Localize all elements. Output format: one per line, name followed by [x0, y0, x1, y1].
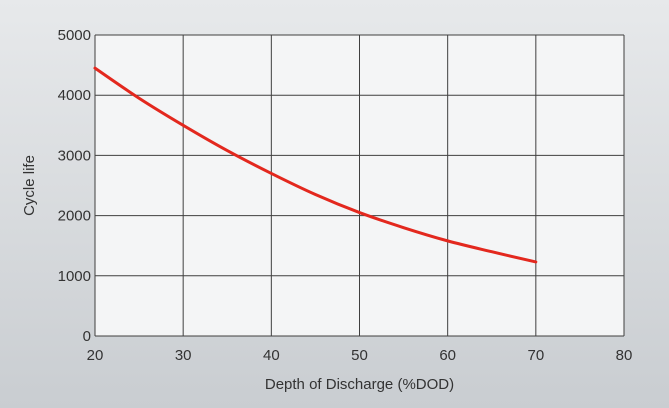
- y-axis-label: Cycle life: [21, 155, 38, 216]
- y-tick-label: 0: [83, 328, 91, 345]
- y-tick-label: 4000: [58, 87, 91, 104]
- x-tick-label: 60: [439, 347, 456, 364]
- cycle-life-series-line: [93, 66, 538, 264]
- x-tick-label: 40: [263, 347, 280, 364]
- x-tick-label: 20: [87, 347, 104, 364]
- x-tick-label: 70: [527, 347, 544, 364]
- x-tick-label: 50: [351, 347, 368, 364]
- x-axis-label: Depth of Discharge (%DOD): [265, 376, 454, 393]
- grid: [94, 34, 625, 337]
- series: [93, 66, 538, 264]
- x-tick-label: 30: [175, 347, 192, 364]
- y-tick-label: 3000: [58, 147, 91, 164]
- y-tick-label: 2000: [58, 208, 91, 225]
- x-tick-label: 80: [616, 347, 633, 364]
- tick-labels: 0 1000 2000 3000 4000 5000 20 30 40 50 60 70 80: [58, 27, 633, 364]
- y-tick-label: 1000: [58, 268, 91, 285]
- y-tick-label: 5000: [58, 27, 91, 44]
